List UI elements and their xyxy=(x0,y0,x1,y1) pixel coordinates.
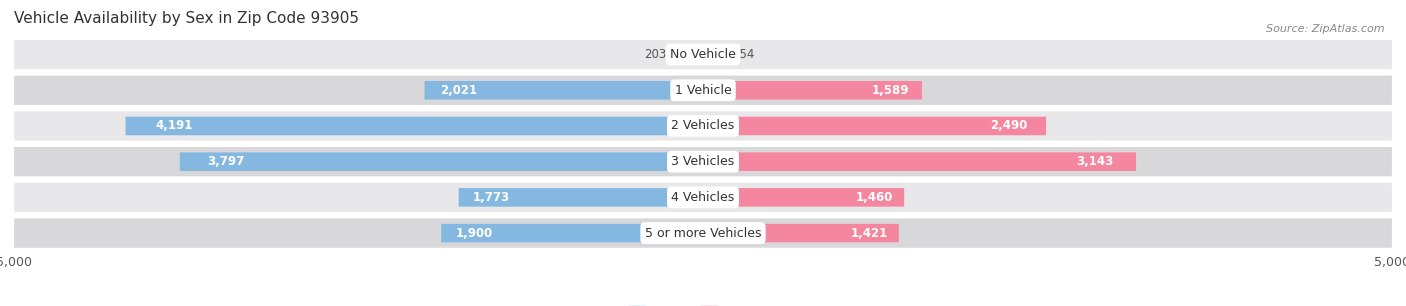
Text: Source: ZipAtlas.com: Source: ZipAtlas.com xyxy=(1267,24,1385,35)
FancyBboxPatch shape xyxy=(703,45,724,64)
FancyBboxPatch shape xyxy=(458,188,703,207)
Text: 4 Vehicles: 4 Vehicles xyxy=(672,191,734,204)
FancyBboxPatch shape xyxy=(703,117,1046,135)
Text: 1,460: 1,460 xyxy=(855,191,893,204)
Text: 3 Vehicles: 3 Vehicles xyxy=(672,155,734,168)
Text: 2,021: 2,021 xyxy=(440,84,477,97)
Text: 203: 203 xyxy=(644,48,666,61)
Text: 1 Vehicle: 1 Vehicle xyxy=(675,84,731,97)
Text: 1,421: 1,421 xyxy=(851,226,887,240)
Text: 3,143: 3,143 xyxy=(1076,155,1114,168)
FancyBboxPatch shape xyxy=(425,81,703,99)
FancyBboxPatch shape xyxy=(703,81,922,99)
Text: 1,773: 1,773 xyxy=(472,191,509,204)
FancyBboxPatch shape xyxy=(703,224,898,242)
FancyBboxPatch shape xyxy=(180,152,703,171)
FancyBboxPatch shape xyxy=(14,218,1392,248)
Text: 1,589: 1,589 xyxy=(872,84,910,97)
FancyBboxPatch shape xyxy=(703,152,1136,171)
FancyBboxPatch shape xyxy=(14,147,1392,176)
Legend: Male, Female: Male, Female xyxy=(623,300,783,306)
Text: 2 Vehicles: 2 Vehicles xyxy=(672,119,734,132)
FancyBboxPatch shape xyxy=(441,224,703,242)
Text: Vehicle Availability by Sex in Zip Code 93905: Vehicle Availability by Sex in Zip Code … xyxy=(14,11,359,26)
FancyBboxPatch shape xyxy=(14,40,1392,69)
Text: 1,900: 1,900 xyxy=(456,226,494,240)
FancyBboxPatch shape xyxy=(14,111,1392,140)
FancyBboxPatch shape xyxy=(14,76,1392,105)
Text: 5 or more Vehicles: 5 or more Vehicles xyxy=(645,226,761,240)
FancyBboxPatch shape xyxy=(675,45,703,64)
Text: 4,191: 4,191 xyxy=(156,119,193,132)
Text: 3,797: 3,797 xyxy=(207,155,245,168)
FancyBboxPatch shape xyxy=(125,117,703,135)
FancyBboxPatch shape xyxy=(703,188,904,207)
Text: 154: 154 xyxy=(733,48,755,61)
Text: No Vehicle: No Vehicle xyxy=(671,48,735,61)
FancyBboxPatch shape xyxy=(14,183,1392,212)
Text: 2,490: 2,490 xyxy=(990,119,1028,132)
